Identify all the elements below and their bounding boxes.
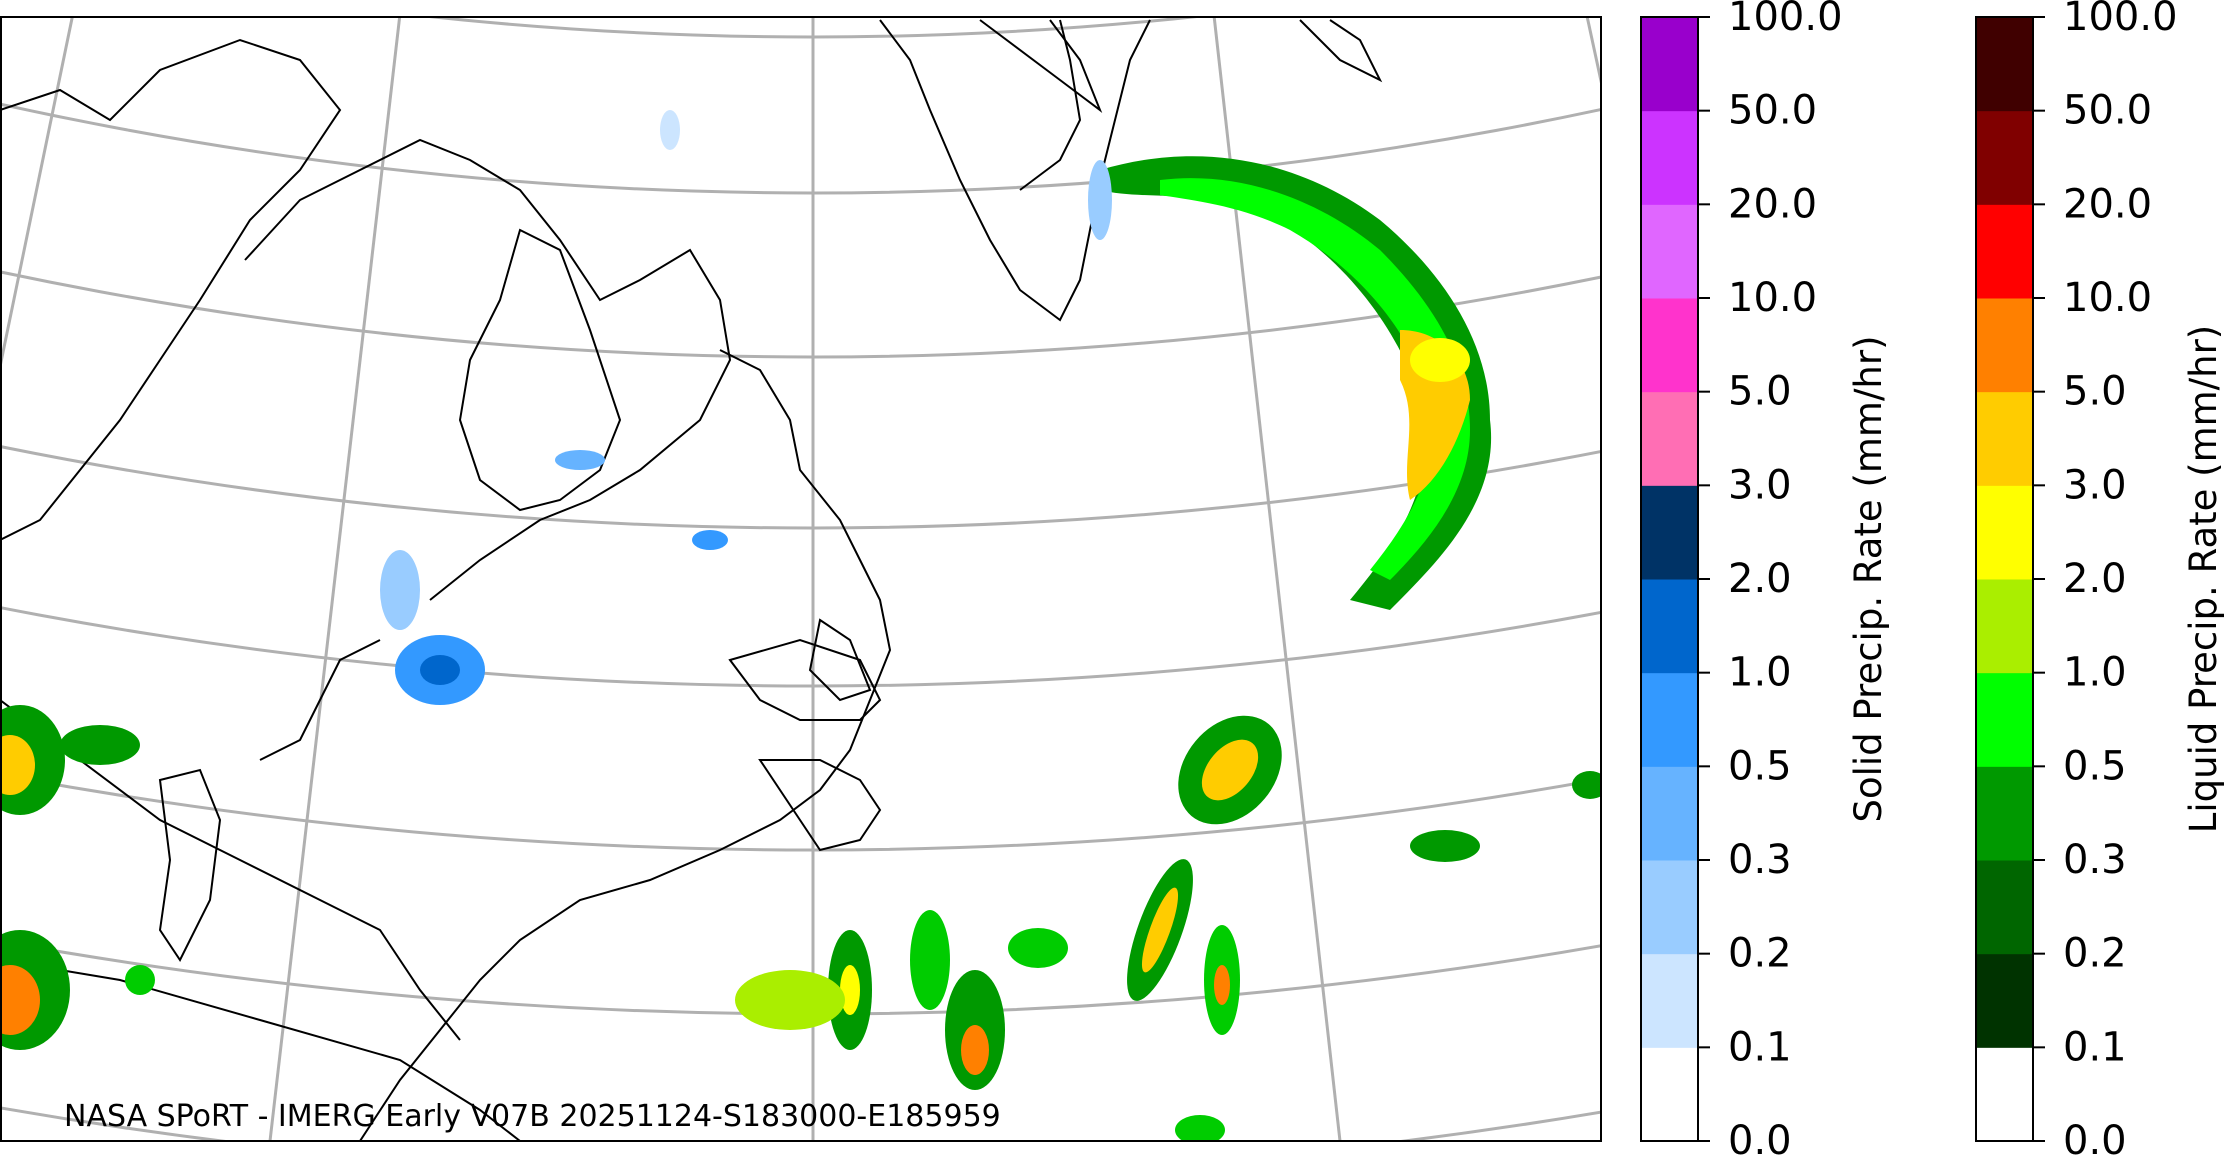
longitude-line xyxy=(268,17,402,1141)
colorbar-tick-label: 1.0 xyxy=(1728,650,1792,696)
colorbar-tick-label: 100.0 xyxy=(1728,0,1843,40)
colorbar-segment xyxy=(1976,391,2033,486)
colorbar-tick-label: 20.0 xyxy=(1728,181,1817,227)
colorbar-tick-label: 5.0 xyxy=(1728,369,1792,415)
colorbar-segment xyxy=(1976,953,2033,1048)
colorbar-segment xyxy=(1641,766,1698,861)
colorbar-segment xyxy=(1641,391,1698,486)
colorbar-segment xyxy=(1641,485,1698,580)
colorbar-segment xyxy=(1641,110,1698,205)
colorbar-tick-label: 0.0 xyxy=(1728,1118,1792,1164)
map-caption: NASA SPoRT - IMERG Early V07B 20251124-S… xyxy=(64,1099,1001,1134)
colorbar-segment xyxy=(1976,17,2033,112)
colorbar-segment xyxy=(1641,1047,1698,1142)
colorbar-tick-label: 0.3 xyxy=(2063,837,2127,883)
map-frame xyxy=(0,16,1602,1142)
colorbar-segment xyxy=(1976,672,2033,767)
colorbar-segment xyxy=(1641,17,1698,112)
colorbar-tick-label: 10.0 xyxy=(1728,275,1817,321)
colorbar-tick-label: 10.0 xyxy=(2063,275,2152,321)
colorbar-tick-label: 3.0 xyxy=(1728,462,1792,508)
colorbar-tick-label: 2.0 xyxy=(2063,556,2127,602)
latitude-line xyxy=(1,443,1601,529)
colorbar-segment xyxy=(1976,766,2033,861)
colorbar-tick-label: 0.3 xyxy=(1728,837,1792,883)
colorbar-tick-label: 0.5 xyxy=(1728,743,1792,789)
colorbar-segment xyxy=(1641,672,1698,767)
colorbar-tick-label: 20.0 xyxy=(2063,181,2152,227)
longitude-line xyxy=(1212,17,1342,1141)
colorbar-tick-label: 2.0 xyxy=(1728,556,1792,602)
latitude-line xyxy=(1,102,1601,194)
colorbar-label: Liquid Precip. Rate (mm/hr) xyxy=(2182,325,2225,834)
colorbar-tick-label: 50.0 xyxy=(2063,88,2152,134)
colorbar-tick-label: 1.0 xyxy=(2063,650,2127,696)
latitude-line xyxy=(1,939,1601,1015)
colorbar-segment xyxy=(1976,110,2033,205)
latitude-line xyxy=(428,17,1198,38)
colorbar-segment xyxy=(1976,485,2033,580)
colorbar-tick-label: 0.5 xyxy=(2063,743,2127,789)
colorbar-segment xyxy=(1976,298,2033,393)
colorbar-tick-label: 5.0 xyxy=(2063,369,2127,415)
colorbar-label: Solid Precip. Rate (mm/hr) xyxy=(1847,335,1890,822)
colorbar-segment xyxy=(1641,860,1698,955)
latitude-line xyxy=(1,772,1601,851)
colorbar-tick-label: 100.0 xyxy=(2063,0,2178,40)
colorbar-segment xyxy=(1641,579,1698,674)
colorbar-segment xyxy=(1641,953,1698,1048)
colorbar-tick-label: 0.0 xyxy=(2063,1118,2127,1164)
colorbar-segment xyxy=(1976,1047,2033,1142)
colorbar-segment xyxy=(1641,298,1698,393)
colorbar-segment xyxy=(1641,204,1698,299)
precipitation xyxy=(1,110,1601,1141)
longitude-line xyxy=(1,17,74,370)
coastlines xyxy=(1,19,1383,1141)
colorbar-segment xyxy=(1976,204,2033,299)
colorbar-segment xyxy=(1976,860,2033,955)
colorbar-tick-label: 0.1 xyxy=(1728,1024,1792,1070)
colorbar-tick-label: 50.0 xyxy=(1728,88,1817,134)
colorbar-tick-label: 0.2 xyxy=(1728,931,1792,977)
colorbar-tick-label: 0.2 xyxy=(2063,931,2127,977)
colorbar-tick-label: 0.1 xyxy=(2063,1024,2127,1070)
colorbar-segment xyxy=(1976,579,2033,674)
colorbar-tick-label: 3.0 xyxy=(2063,462,2127,508)
